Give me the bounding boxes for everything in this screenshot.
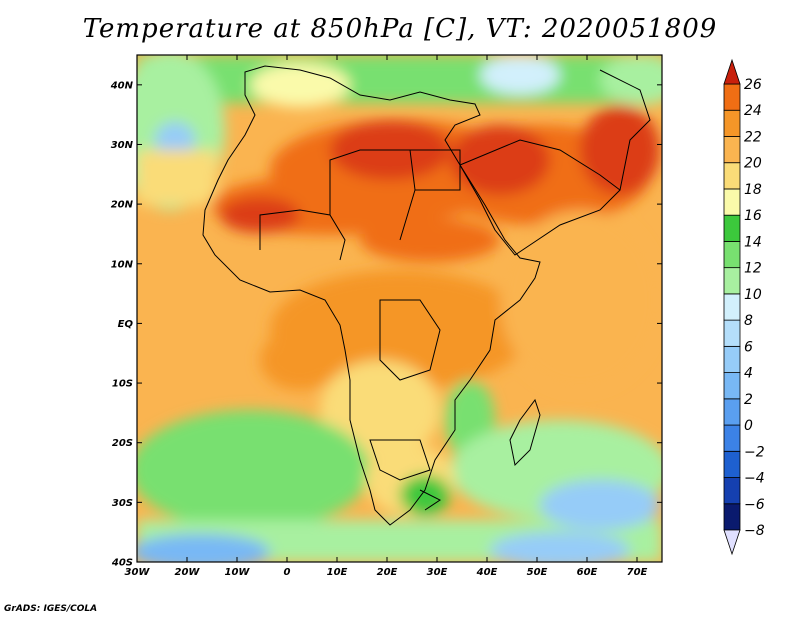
colorbar-label: −2 [744,444,765,460]
colorbar-segment [723,372,741,400]
lat-tick-label: 40N [110,80,134,91]
colorbar-label: 14 [744,234,762,250]
lon-tick-label: 20E [377,567,398,578]
colorbar-segment [723,345,741,373]
lon-tick-label: 10W [225,567,251,578]
colorbar-segment [723,424,741,452]
lat-tick-label: 30N [111,140,134,151]
colorbar-segment [723,503,741,531]
colorbar-label: 8 [744,313,753,329]
colorbar-label: 20 [744,156,762,172]
lon-tick-label: 60E [577,567,598,578]
lon-tick-label: 30W [125,567,151,578]
colorbar-segment [723,293,741,321]
colorbar-segment [723,267,741,295]
colorbar-label: 22 [744,129,762,145]
lat-tick-label: 10N [111,259,134,270]
lat-tick-label: 30S [112,498,133,509]
coastlines [202,65,651,526]
colorbar-segment [723,241,741,269]
colorbar-segment [723,188,741,216]
lat-tick-label: 10S [112,379,133,390]
colorbar-label: 4 [744,366,753,382]
colorbar-under-arrow [723,529,741,556]
colorbar-label: 0 [744,418,753,434]
lat-tick-label: 20S [112,438,133,449]
lat-tick-label: 40S [111,558,133,569]
credit-text: GrADS: IGES/COLA [4,604,98,614]
latitude-ticks: 40N 30N 20N 10N EQ 10S 20S 30S 40S [110,80,662,569]
colorbar-label: −4 [744,471,765,487]
colorbar-label: 2 [744,392,753,408]
colorbar-label: 12 [744,261,762,277]
lon-tick-label: 10E [327,567,348,578]
lon-tick-label: 20W [175,567,201,578]
colorbar-label: 24 [744,103,762,119]
colorbar-segment [723,83,741,111]
colorbar-label: 26 [744,77,762,93]
lon-tick-label: 40E [476,567,498,578]
lon-tick-label: 50E [527,567,548,578]
colorbar-segment [723,214,741,242]
map-title: Temperature at 850hPa [C], VT: 202005180… [82,14,718,44]
colorbar-over-arrow [723,58,741,85]
colorbar-label: −6 [744,497,765,513]
lat-tick-label: EQ [118,319,134,330]
colorbar-label: 18 [744,182,762,198]
colorbar-segment [723,109,741,137]
colorbar-label: −8 [744,523,765,539]
colorbar-label: 16 [744,208,762,224]
map-frame [136,54,663,563]
colorbar-label: 10 [744,287,762,303]
colorbar-segment [723,450,741,478]
colorbar-segment [723,398,741,426]
colorbar-segment [723,162,741,190]
colorbar-label: 6 [744,339,753,355]
colorbar-segment [723,319,741,347]
lon-tick-label: 0 [284,567,291,578]
lon-tick-label: 70E [627,567,648,578]
longitude-ticks: 30W 20W 10W 0 10E 20E 30E 40E 50E 60E 70E [125,55,648,578]
lon-tick-label: 30E [427,567,448,578]
lat-tick-label: 20N [111,200,134,211]
colorbar-segment [723,477,741,505]
colorbar-segment [723,136,741,164]
temperature-field [137,55,662,562]
